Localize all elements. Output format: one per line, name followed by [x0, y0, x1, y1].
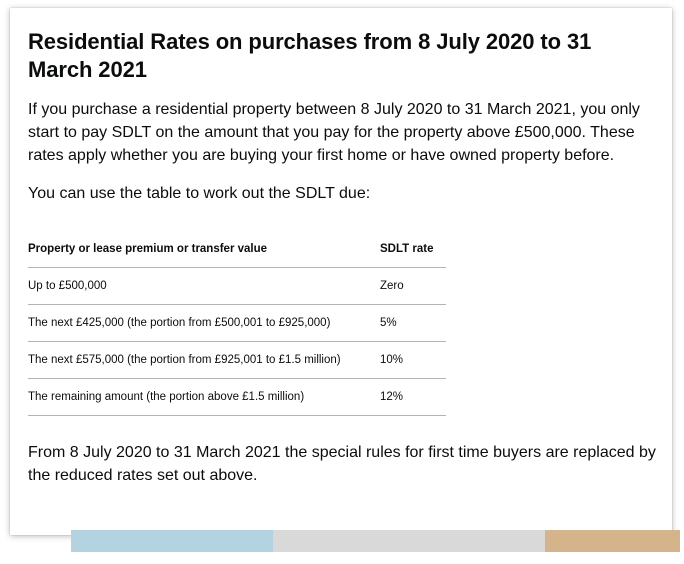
table-row: The next £575,000 (the portion from £925…: [28, 341, 446, 379]
table-cell-band: Up to £500,000: [28, 267, 380, 305]
table-cell-band: The remaining amount (the portion above …: [28, 378, 380, 416]
intro-paragraph: If you purchase a residential property b…: [28, 101, 640, 164]
article-content: Residential Rates on purchases from 8 Ju…: [28, 28, 658, 487]
column-header-value: Property or lease premium or transfer va…: [28, 230, 380, 268]
page-title: Residential Rates on purchases from 8 Ju…: [28, 29, 592, 82]
column-header-rate: SDLT rate: [380, 230, 446, 268]
table-cell-band: The next £575,000 (the portion from £925…: [28, 341, 380, 379]
table-cell-band: The next £425,000 (the portion from £500…: [28, 304, 380, 342]
table-cell-rate: 12%: [380, 378, 446, 416]
table-cell-rate: 10%: [380, 341, 446, 379]
color-bar-blue: [71, 530, 273, 552]
table-header-row: Property or lease premium or transfer va…: [28, 230, 446, 268]
table-row: The next £425,000 (the portion from £500…: [28, 304, 446, 342]
sdlt-rates-table: Property or lease premium or transfer va…: [28, 230, 446, 416]
table-cell-rate: Zero: [380, 267, 446, 305]
footer-paragraph: From 8 July 2020 to 31 March 2021 the sp…: [28, 444, 656, 484]
table-cell-rate: 5%: [380, 304, 446, 342]
table-row: The remaining amount (the portion above …: [28, 378, 446, 416]
table-row: Up to £500,000 Zero: [28, 267, 446, 305]
color-bar-grey: [273, 530, 545, 552]
color-bar-tan: [545, 530, 680, 552]
table-lead-text: You can use the table to work out the SD…: [28, 185, 371, 202]
content-card: Residential Rates on purchases from 8 Ju…: [10, 8, 672, 535]
